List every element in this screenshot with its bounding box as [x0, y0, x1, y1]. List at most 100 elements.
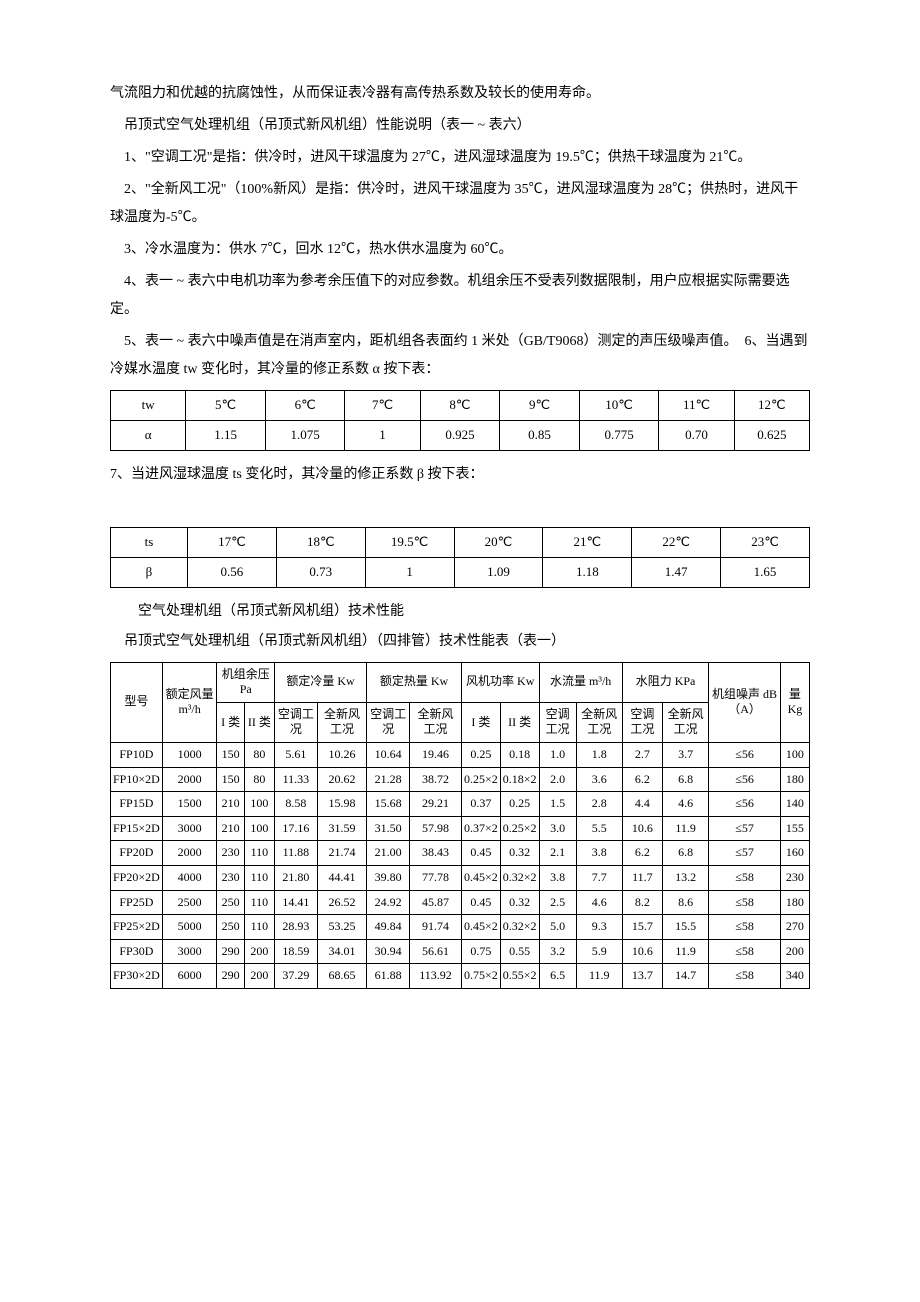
perf-table-data-cell: 2.5 [539, 890, 576, 915]
table-row-label: α [111, 420, 186, 450]
perf-table-data-cell: 10.26 [317, 742, 366, 767]
perf-table-data-cell: 56.61 [410, 939, 462, 964]
perf-table-model-cell: FP10D [111, 742, 163, 767]
perf-table-data-cell: 6.5 [539, 964, 576, 989]
paragraph-item-2: 2、"全新风工况"（100%新风）是指：供冷时，进风干球温度为 35℃，进风湿球… [110, 176, 810, 232]
perf-table-data-cell: 140 [780, 792, 809, 817]
perf-table-data-cell: 30.94 [367, 939, 410, 964]
perf-table-data-cell: 340 [780, 964, 809, 989]
perf-table-data-cell: 91.74 [410, 915, 462, 940]
perf-table-header: 水阻力 KPa [622, 662, 708, 702]
perf-table-data-cell: 15.7 [622, 915, 662, 940]
perf-table-data-cell: 2.0 [539, 767, 576, 792]
perf-table-data-cell: 49.84 [367, 915, 410, 940]
perf-table-data-cell: 0.75 [461, 939, 500, 964]
perf-table-model-cell: FP10×2D [111, 767, 163, 792]
perf-table-subheader: 全新风工况 [662, 702, 708, 742]
perf-table-header: 机组噪声 dB（A） [709, 662, 781, 742]
perf-table-data-cell: 38.43 [410, 841, 462, 866]
perf-table-data-cell: 4.6 [576, 890, 622, 915]
perf-table-header: 额定冷量 Kw [274, 662, 366, 702]
perf-table-data-cell: 11.9 [662, 816, 708, 841]
perf-table-data-cell: ≤58 [709, 964, 781, 989]
perf-table-data-cell: 250 [217, 915, 244, 940]
perf-table-header: 机组余压 Pa [217, 662, 274, 702]
perf-table-data-cell: 21.00 [367, 841, 410, 866]
table-row: FP25D250025011014.4126.5224.9245.870.450… [111, 890, 810, 915]
table-header-cell: 20℃ [454, 527, 543, 557]
perf-table-data-cell: 110 [244, 865, 274, 890]
perf-table-data-cell: 80 [244, 742, 274, 767]
perf-table-data-cell: 11.33 [274, 767, 317, 792]
perf-table-data-cell: ≤57 [709, 816, 781, 841]
perf-table-data-cell: 0.32×2 [500, 865, 539, 890]
perf-table-data-cell: 8.6 [662, 890, 708, 915]
perf-table-data-cell: 270 [780, 915, 809, 940]
perf-table-data-cell: 100 [244, 792, 274, 817]
table-header-cell: 17℃ [187, 527, 276, 557]
perf-table-subheader: 全新风工况 [410, 702, 462, 742]
perf-table-data-cell: 6.8 [662, 841, 708, 866]
perf-table-data-cell: 11.88 [274, 841, 317, 866]
perf-table-data-cell: ≤56 [709, 767, 781, 792]
perf-table-header: 额定热量 Kw [367, 662, 462, 702]
paragraph-item-7: 7、当进风湿球温度 ts 变化时，其冷量的修正系数 β 按下表： [110, 461, 810, 489]
perf-table-data-cell: 6000 [162, 964, 217, 989]
perf-table-data-cell: 0.18×2 [500, 767, 539, 792]
perf-table-data-cell: 20.62 [317, 767, 366, 792]
performance-table-one: 型号额定风量 m³/h机组余压 Pa额定冷量 Kw额定热量 Kw风机功率 Kw水… [110, 662, 810, 989]
perf-table-data-cell: 3.8 [539, 865, 576, 890]
perf-table-data-cell: 0.37 [461, 792, 500, 817]
paragraph-item-1: 1、"空调工况"是指：供冷时，进风干球温度为 27℃，进风湿球温度为 19.5℃… [110, 144, 810, 172]
perf-table-data-cell: 9.3 [576, 915, 622, 940]
perf-table-header: 额定风量 m³/h [162, 662, 217, 742]
perf-table-data-cell: 28.93 [274, 915, 317, 940]
perf-table-header: 水流量 m³/h [539, 662, 622, 702]
perf-table-model-cell: FP15×2D [111, 816, 163, 841]
table-data-cell: 0.70 [659, 420, 734, 450]
perf-table-data-cell: 110 [244, 890, 274, 915]
perf-table-header: 量 Kg [780, 662, 809, 742]
paragraph-intro: 气流阻力和优越的抗腐蚀性，从而保证表冷器有高传热系数及较长的使用寿命。 [110, 80, 810, 108]
perf-table-data-cell: 10.64 [367, 742, 410, 767]
perf-table-data-cell: 290 [217, 964, 244, 989]
perf-table-data-cell: 230 [217, 841, 244, 866]
paragraph-item-3: 3、冷水温度为：供水 7℃，回水 12℃，热水供水温度为 60℃。 [110, 236, 810, 264]
perf-table-data-cell: 5.5 [576, 816, 622, 841]
perf-table-data-cell: 8.2 [622, 890, 662, 915]
perf-table-data-cell: 0.37×2 [461, 816, 500, 841]
perf-table-data-cell: 0.45 [461, 841, 500, 866]
perf-table-data-cell: 3.0 [539, 816, 576, 841]
table-data-cell: 0.925 [420, 420, 500, 450]
table-row: FP30D300029020018.5934.0130.9456.610.750… [111, 939, 810, 964]
perf-table-data-cell: 2000 [162, 767, 217, 792]
perf-table-data-cell: 11.9 [576, 964, 622, 989]
table-row: FP20D200023011011.8821.7421.0038.430.450… [111, 841, 810, 866]
perf-table-data-cell: 200 [244, 939, 274, 964]
perf-table-data-cell: 2.1 [539, 841, 576, 866]
perf-table-data-cell: 2.7 [622, 742, 662, 767]
perf-table-data-cell: ≤58 [709, 915, 781, 940]
perf-table-model-cell: FP20D [111, 841, 163, 866]
perf-table-data-cell: 0.25 [461, 742, 500, 767]
perf-table-data-cell: 5.9 [576, 939, 622, 964]
paragraph-item-5-6: 5、表一 ~ 表六中噪声值是在消声室内，距机组各表面约 1 米处（GB/T906… [110, 328, 810, 384]
perf-table-data-cell: 14.41 [274, 890, 317, 915]
table-header-cell: 19.5℃ [365, 527, 454, 557]
table-header-cell: 6℃ [265, 391, 345, 421]
perf-table-data-cell: 210 [217, 816, 244, 841]
perf-table-data-cell: 3.2 [539, 939, 576, 964]
perf-table-data-cell: 180 [780, 767, 809, 792]
perf-table-data-cell: 68.65 [317, 964, 366, 989]
perf-table-data-cell: 180 [780, 890, 809, 915]
perf-table-data-cell: 3000 [162, 816, 217, 841]
table-row: FP25×2D500025011028.9353.2549.8491.740.4… [111, 915, 810, 940]
perf-table-data-cell: 80 [244, 767, 274, 792]
perf-table-data-cell: 0.25×2 [461, 767, 500, 792]
perf-table-data-cell: 3.8 [576, 841, 622, 866]
perf-table-subheader: II 类 [244, 702, 274, 742]
perf-table-data-cell: 0.32 [500, 890, 539, 915]
table-row-label: β [111, 557, 188, 587]
perf-table-data-cell: 4.6 [662, 792, 708, 817]
perf-table-data-cell: 3000 [162, 939, 217, 964]
